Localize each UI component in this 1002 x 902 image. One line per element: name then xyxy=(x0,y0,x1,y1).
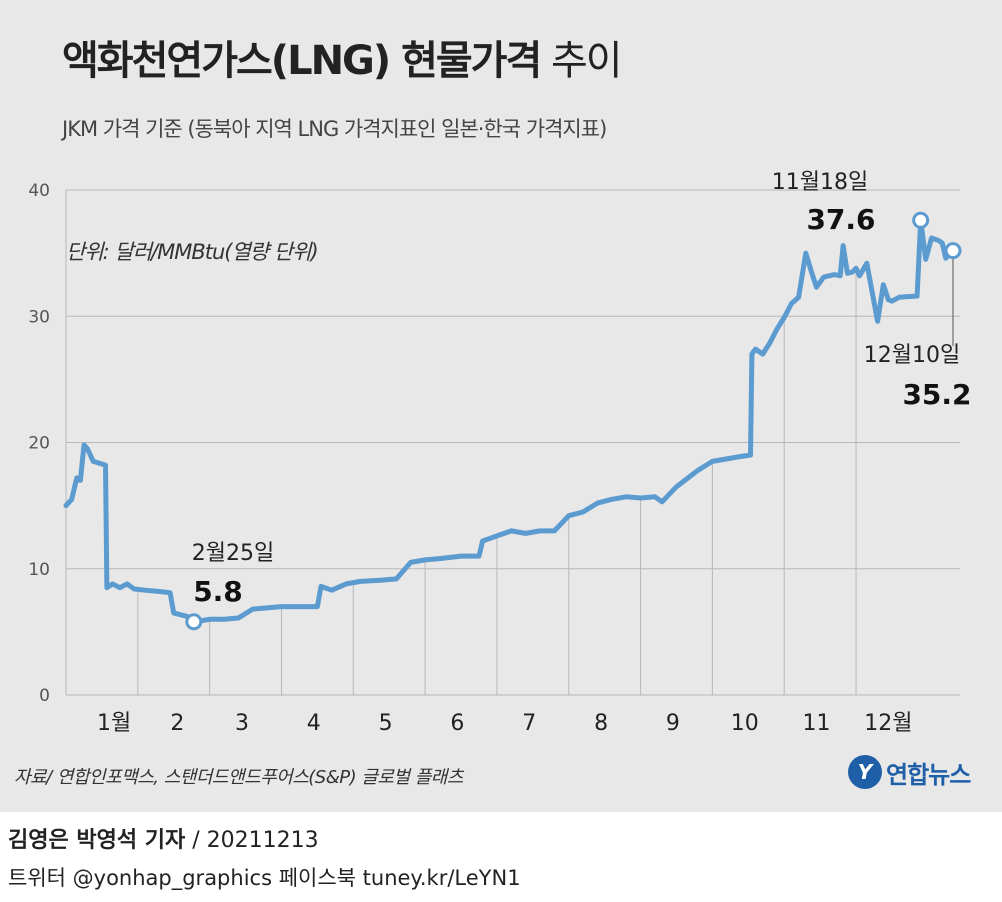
x-tick-label: 12월 xyxy=(864,711,912,736)
x-tick-label: 11 xyxy=(803,711,831,736)
y-tick-label: 0 xyxy=(39,686,50,706)
chart-subtitle: JKM 가격 기준 (동북아 지역 LNG 가격지표인 일본·한국 가격지표) xyxy=(62,117,607,141)
price-series-line xyxy=(63,217,956,625)
annotation-marker xyxy=(185,613,203,631)
annotation-marker xyxy=(912,211,930,229)
x-tick-label: 4 xyxy=(307,711,321,736)
yonhap-logo: Y 연합뉴스 xyxy=(848,752,971,792)
yonhap-logo-icon: Y xyxy=(848,755,882,789)
x-tick-label: 1월 xyxy=(97,711,131,736)
title-main: 액화천연가스(LNG) 현물가격 xyxy=(62,38,542,84)
annotation-marker xyxy=(944,242,962,260)
source-note: 자료/ 연합인포맥스, 스탠더드앤드푸어스(S&P) 글로벌 플래츠 xyxy=(14,767,463,788)
annotation-date: 2월25일 xyxy=(192,541,274,566)
unit-label: 단위: 달러/MMBtu(열량 단위) xyxy=(66,240,319,264)
x-tick-label: 10 xyxy=(731,711,759,736)
x-tick-label: 5 xyxy=(379,711,393,736)
y-tick-label: 40 xyxy=(28,181,50,201)
annotation-value: 37.6 xyxy=(806,203,875,236)
byline-date: / 20211213 xyxy=(185,828,319,853)
y-tick-label: 20 xyxy=(28,434,50,454)
annotation-date: 12월10일 xyxy=(864,343,960,368)
title-suffix: 추이 xyxy=(540,38,623,84)
x-tick-label: 2 xyxy=(170,711,184,736)
x-tick-label: 8 xyxy=(594,711,608,736)
social-links: 트위터 @yonhap_graphics 페이스북 tuney.kr/LeYN1 xyxy=(8,866,521,890)
chart-card xyxy=(0,0,1002,812)
annotation-date: 11월18일 xyxy=(772,170,868,195)
byline: 김영은 박영석 기자 / 20211213 xyxy=(8,822,319,854)
line-chart: 0 10 20 30 40 1월 2 3 4 5 6 7 8 9 10 11 12월 2월25일 5.8 11월18일… xyxy=(28,170,971,736)
y-tick-label: 10 xyxy=(28,560,50,580)
chart-title: 액화천연가스(LNG) 현물가격 추이 xyxy=(62,28,623,86)
y-tick-label: 30 xyxy=(28,307,50,327)
annotation-value: 5.8 xyxy=(193,575,243,608)
x-tick-label: 6 xyxy=(450,711,464,736)
x-tick-label: 7 xyxy=(522,711,536,736)
x-tick-label: 9 xyxy=(666,711,680,736)
byline-names: 김영은 박영석 기자 xyxy=(8,828,186,853)
yonhap-logo-text: 연합뉴스 xyxy=(886,760,971,789)
annotation-value: 35.2 xyxy=(902,378,971,411)
x-tick-label: 3 xyxy=(235,711,249,736)
